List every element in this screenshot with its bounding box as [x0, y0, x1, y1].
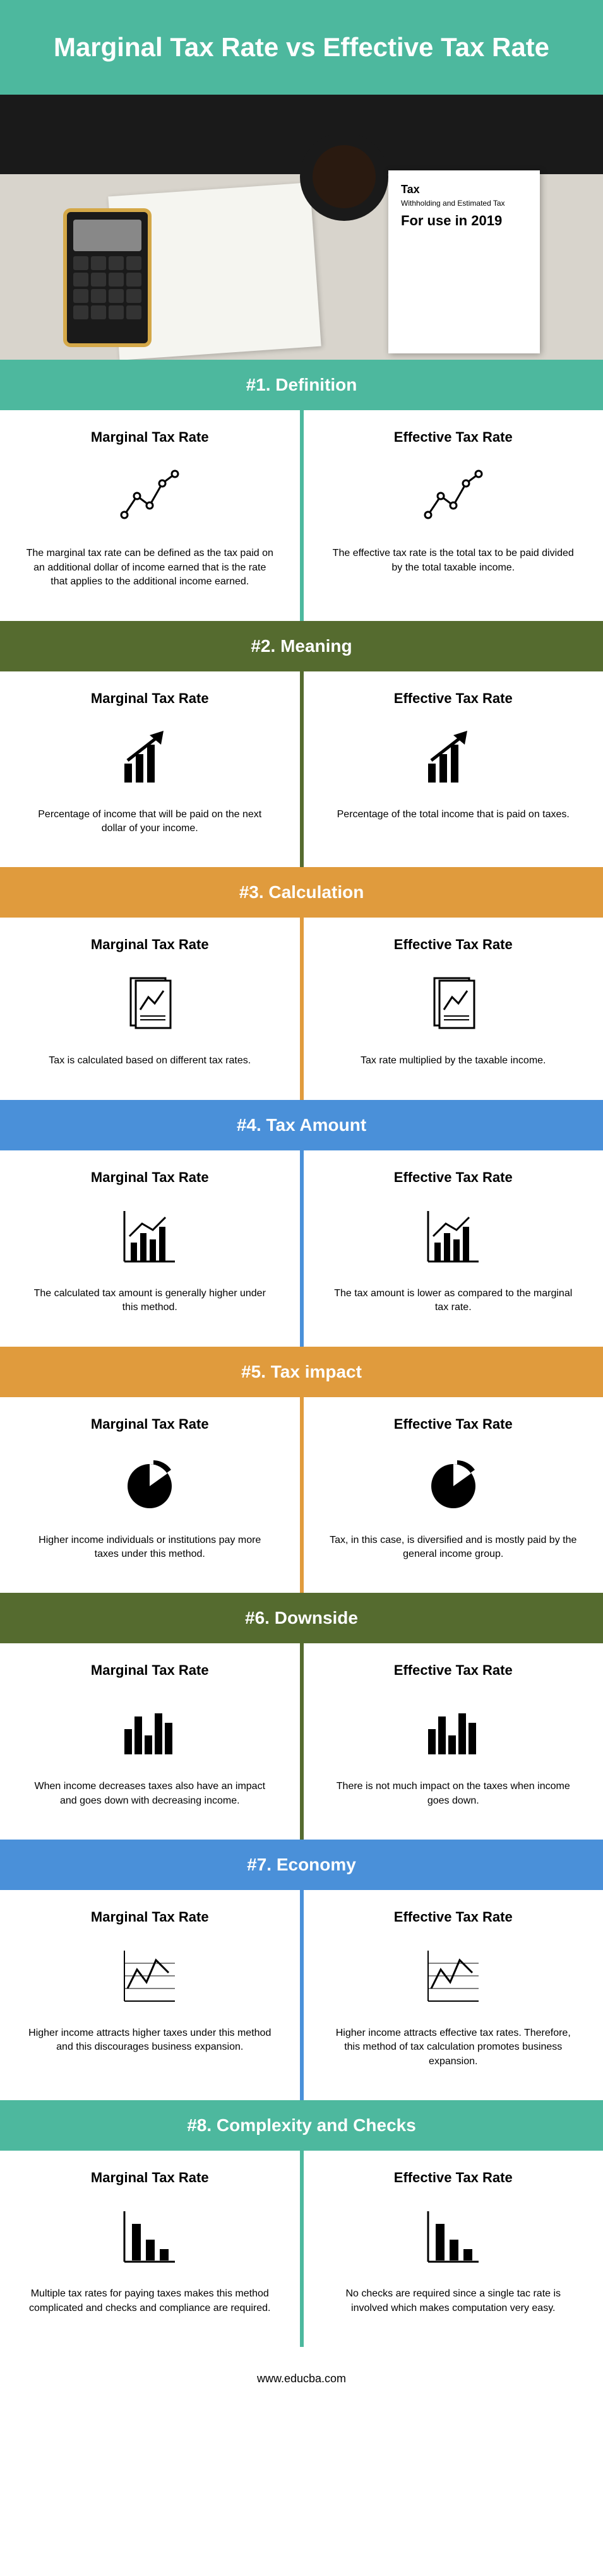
- left-column: Marginal Tax Rate The marginal tax rate …: [0, 410, 300, 620]
- left-column: Marginal Tax Rate The calculated tax amo…: [0, 1150, 300, 1347]
- left-column: Marginal Tax Rate Higher income attracts…: [0, 1890, 300, 2100]
- right-title: Effective Tax Rate: [329, 2170, 578, 2186]
- comparison-row-3: Marginal Tax Rate Tax is calculated base…: [0, 918, 603, 1099]
- section-banner-8: #8. Complexity and Checks: [0, 2100, 603, 2151]
- right-column: Effective Tax Rate Higher income attract…: [304, 1890, 603, 2100]
- left-column: Marginal Tax Rate Percentage of income t…: [0, 671, 300, 868]
- section-banner-5: #5. Tax impact: [0, 1347, 603, 1397]
- left-title: Marginal Tax Rate: [25, 690, 275, 707]
- hero-image: Tax Withholding and Estimated Tax For us…: [0, 95, 603, 360]
- bar-line-icon: [25, 1202, 275, 1271]
- right-title: Effective Tax Rate: [329, 1416, 578, 1433]
- coffee-cup-graphic: [300, 133, 388, 221]
- comparison-row-1: Marginal Tax Rate The marginal tax rate …: [0, 410, 603, 620]
- comparison-row-8: Marginal Tax Rate Multiple tax rates for…: [0, 2151, 603, 2347]
- right-description: Tax rate multiplied by the taxable incom…: [329, 1054, 578, 1068]
- left-title: Marginal Tax Rate: [25, 429, 275, 446]
- growth-arrow-icon: [329, 723, 578, 792]
- pie-icon: [25, 1448, 275, 1518]
- left-title: Marginal Tax Rate: [25, 1169, 275, 1186]
- line-chart-dots-icon: [329, 461, 578, 531]
- simple-bars-icon: [329, 2202, 578, 2271]
- doc-subtitle: Withholding and Estimated Tax: [401, 199, 527, 208]
- right-column: Effective Tax Rate The effective tax rat…: [304, 410, 603, 620]
- comparison-row-7: Marginal Tax Rate Higher income attracts…: [0, 1890, 603, 2100]
- right-description: Higher income attracts effective tax rat…: [329, 2026, 578, 2069]
- right-title: Effective Tax Rate: [329, 1909, 578, 1925]
- right-column: Effective Tax Rate There is not much imp…: [304, 1643, 603, 1840]
- left-description: Higher income individuals or institution…: [25, 1533, 275, 1562]
- simple-bars-icon: [25, 2202, 275, 2271]
- left-description: Tax is calculated based on different tax…: [25, 1054, 275, 1068]
- calculator-graphic: [63, 208, 152, 347]
- line-chart-dots-icon: [25, 461, 275, 531]
- bars-icon: [25, 1694, 275, 1764]
- left-description: Percentage of income that will be paid o…: [25, 808, 275, 836]
- right-title: Effective Tax Rate: [329, 936, 578, 953]
- left-description: The calculated tax amount is generally h…: [25, 1287, 275, 1315]
- left-title: Marginal Tax Rate: [25, 1662, 275, 1679]
- right-description: The tax amount is lower as compared to t…: [329, 1287, 578, 1315]
- right-description: Tax, in this case, is diversified and is…: [329, 1533, 578, 1562]
- right-column: Effective Tax Rate Tax rate multiplied b…: [304, 918, 603, 1099]
- right-column: Effective Tax Rate No checks are require…: [304, 2151, 603, 2347]
- left-column: Marginal Tax Rate Multiple tax rates for…: [0, 2151, 300, 2347]
- zigzag-icon: [25, 1941, 275, 2011]
- left-column: Marginal Tax Rate When income decreases …: [0, 1643, 300, 1840]
- tax-document-graphic: Tax Withholding and Estimated Tax For us…: [388, 170, 540, 353]
- section-banner-4: #4. Tax Amount: [0, 1100, 603, 1150]
- right-column: Effective Tax Rate Tax, in this case, is…: [304, 1397, 603, 1593]
- right-column: Effective Tax Rate Percentage of the tot…: [304, 671, 603, 868]
- growth-arrow-icon: [25, 723, 275, 792]
- doc-title: Tax: [401, 183, 527, 196]
- right-title: Effective Tax Rate: [329, 429, 578, 446]
- document-chart-icon: [25, 969, 275, 1038]
- right-title: Effective Tax Rate: [329, 690, 578, 707]
- pie-icon: [329, 1448, 578, 1518]
- left-description: Multiple tax rates for paying taxes make…: [25, 2287, 275, 2315]
- comparison-row-4: Marginal Tax Rate The calculated tax amo…: [0, 1150, 603, 1347]
- comparison-row-2: Marginal Tax Rate Percentage of income t…: [0, 671, 603, 868]
- right-description: No checks are required since a single ta…: [329, 2287, 578, 2315]
- document-chart-icon: [329, 969, 578, 1038]
- section-banner-3: #3. Calculation: [0, 867, 603, 918]
- section-banner-1: #1. Definition: [0, 360, 603, 410]
- comparison-row-6: Marginal Tax Rate When income decreases …: [0, 1643, 603, 1840]
- right-title: Effective Tax Rate: [329, 1169, 578, 1186]
- right-description: The effective tax rate is the total tax …: [329, 547, 578, 575]
- left-description: Higher income attracts higher taxes unde…: [25, 2026, 275, 2055]
- section-banner-6: #6. Downside: [0, 1593, 603, 1643]
- left-title: Marginal Tax Rate: [25, 1909, 275, 1925]
- right-description: There is not much impact on the taxes wh…: [329, 1780, 578, 1808]
- left-column: Marginal Tax Rate Tax is calculated base…: [0, 918, 300, 1099]
- left-column: Marginal Tax Rate Higher income individu…: [0, 1397, 300, 1593]
- bar-line-icon: [329, 1202, 578, 1271]
- left-title: Marginal Tax Rate: [25, 936, 275, 953]
- zigzag-icon: [329, 1941, 578, 2011]
- right-title: Effective Tax Rate: [329, 1662, 578, 1679]
- doc-year: For use in 2019: [401, 213, 527, 229]
- page-title: Marginal Tax Rate vs Effective Tax Rate: [0, 0, 603, 95]
- left-title: Marginal Tax Rate: [25, 2170, 275, 2186]
- left-description: When income decreases taxes also have an…: [25, 1780, 275, 1808]
- left-description: The marginal tax rate can be defined as …: [25, 547, 275, 589]
- comparison-row-5: Marginal Tax Rate Higher income individu…: [0, 1397, 603, 1593]
- left-title: Marginal Tax Rate: [25, 1416, 275, 1433]
- section-banner-7: #7. Economy: [0, 1840, 603, 1890]
- bars-icon: [329, 1694, 578, 1764]
- footer-url: www.educba.com: [0, 2347, 603, 2411]
- right-description: Percentage of the total income that is p…: [329, 808, 578, 822]
- section-banner-2: #2. Meaning: [0, 621, 603, 671]
- right-column: Effective Tax Rate The tax amount is low…: [304, 1150, 603, 1347]
